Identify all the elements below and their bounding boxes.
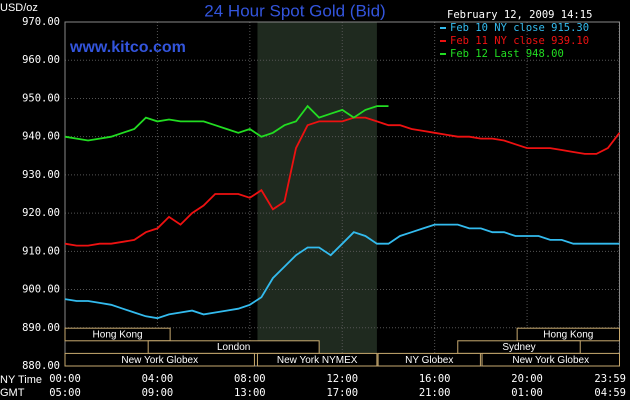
chart-title: 24 Hour Spot Gold (Bid) xyxy=(204,1,385,20)
y-tick-label: 970.00 xyxy=(22,16,60,28)
session-box xyxy=(377,352,481,367)
y-tick-label: 930.00 xyxy=(22,169,60,181)
session-label: Sydney xyxy=(502,342,535,353)
session-label: London xyxy=(217,342,250,353)
x-tick-label: 23:59 xyxy=(594,373,626,385)
x-tick-label: 20:00 xyxy=(511,373,543,385)
x-tick-label: 08:00 xyxy=(234,373,266,385)
session-label: New York NYMEX xyxy=(277,355,358,366)
y-tick-label: 890.00 xyxy=(22,322,60,334)
x-tick-label-gmt: 13:00 xyxy=(234,387,266,399)
x-tick-label-gmt: 04:59 xyxy=(594,387,626,399)
x-tick-label-gmt: 09:00 xyxy=(142,387,174,399)
y-tick-label: 880.00 xyxy=(22,360,60,372)
x-axis-label: GMT xyxy=(0,387,25,399)
x-tick-label: 12:00 xyxy=(326,373,358,385)
session-shade xyxy=(257,22,377,366)
x-axis-label: NY Time xyxy=(0,374,42,386)
session-box xyxy=(256,352,378,367)
session-label: New York Globex xyxy=(121,355,198,366)
session-label: NY Globex xyxy=(405,355,453,366)
y-tick-label: 940.00 xyxy=(22,131,60,143)
y-tick-label: 910.00 xyxy=(22,245,60,257)
y-tick-label: 900.00 xyxy=(22,284,60,296)
timestamp: February 12, 2009 14:15 xyxy=(447,9,592,21)
session-label: Hong Kong xyxy=(93,330,143,341)
x-tick-label-gmt: 05:00 xyxy=(49,387,81,399)
session-box xyxy=(481,352,620,367)
y-tick-label: 950.00 xyxy=(22,92,60,104)
session-label: New York Globex xyxy=(512,355,589,366)
legend-label: Feb 12 Last 948.00 xyxy=(450,48,564,60)
watermark: www.kitco.com xyxy=(69,39,186,56)
y-tick-label: 960.00 xyxy=(22,54,60,66)
legend-label: Feb 10 NY close 915.30 xyxy=(450,22,589,34)
x-tick-label-gmt: 01:00 xyxy=(511,387,543,399)
y-tick-label: 920.00 xyxy=(22,207,60,219)
session-box xyxy=(64,352,255,367)
x-tick-label-gmt: 17:00 xyxy=(326,387,358,399)
series-line xyxy=(64,104,389,142)
x-tick-label-gmt: 21:00 xyxy=(419,387,451,399)
series-line xyxy=(64,116,621,247)
x-tick-label: 04:00 xyxy=(142,373,174,385)
session-label: Hong Kong xyxy=(543,330,593,341)
legend-label: Feb 11 NY close 939.10 xyxy=(450,35,589,47)
series-line xyxy=(64,223,620,320)
session-box xyxy=(64,327,171,342)
unit-label: USD/oz xyxy=(0,2,38,14)
x-tick-label: 16:00 xyxy=(419,373,451,385)
x-tick-label: 00:00 xyxy=(49,373,81,385)
